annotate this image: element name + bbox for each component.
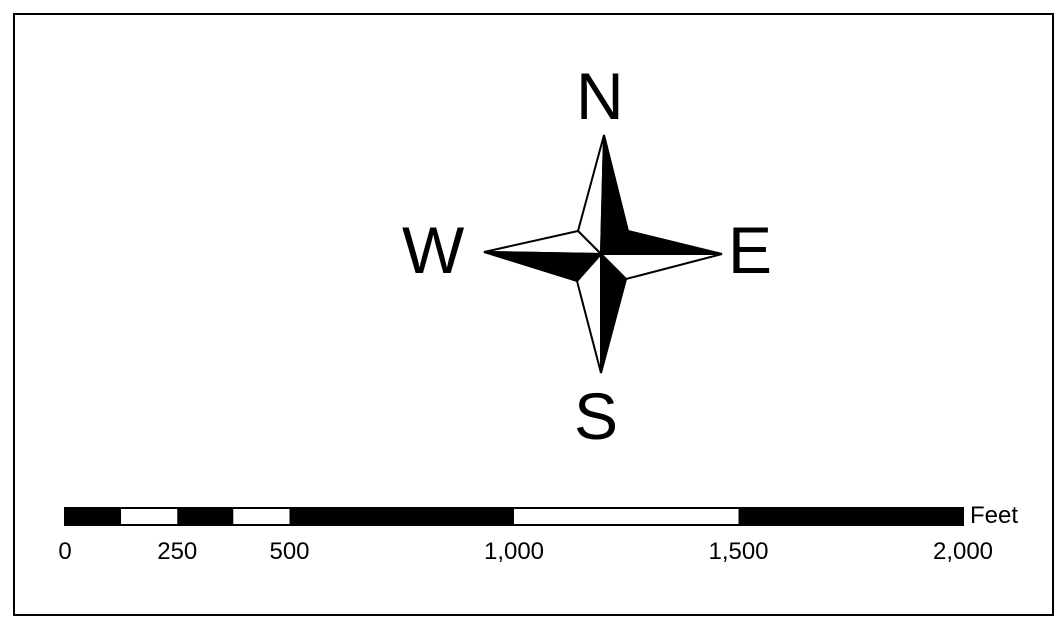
compass-north-label: N [576,59,624,133]
scale-bar-segment-2 [177,508,234,525]
compass-south-label: S [574,379,619,453]
scale-bar-tick-label: 2,000 [932,538,994,565]
compass-east-label: E [728,213,773,287]
scale-bar-segment-4 [289,508,514,525]
scale-bar-tick-label: 1,000 [483,538,545,565]
compass-west-label: W [402,213,465,287]
scale-bar-segment-0 [65,508,122,525]
scale-bar-segment-6 [738,508,963,525]
scale-bar-segment-5 [514,508,739,525]
scale-bar-segment-1 [121,508,178,525]
compass-south-arm-right [600,251,628,374]
scale-bar-tick-label: 500 [269,538,310,565]
scale-bar-segment-3 [233,508,290,525]
scale-bar-tick-label: 0 [58,538,72,565]
scale-bar-tick-label: 250 [157,538,198,565]
scale-bar-tick-label: 1,500 [708,538,769,565]
scale-bar-outline [64,507,964,526]
compass-west-arm-bottom [483,251,604,283]
scale-bar-unit: Feet [970,502,1019,529]
